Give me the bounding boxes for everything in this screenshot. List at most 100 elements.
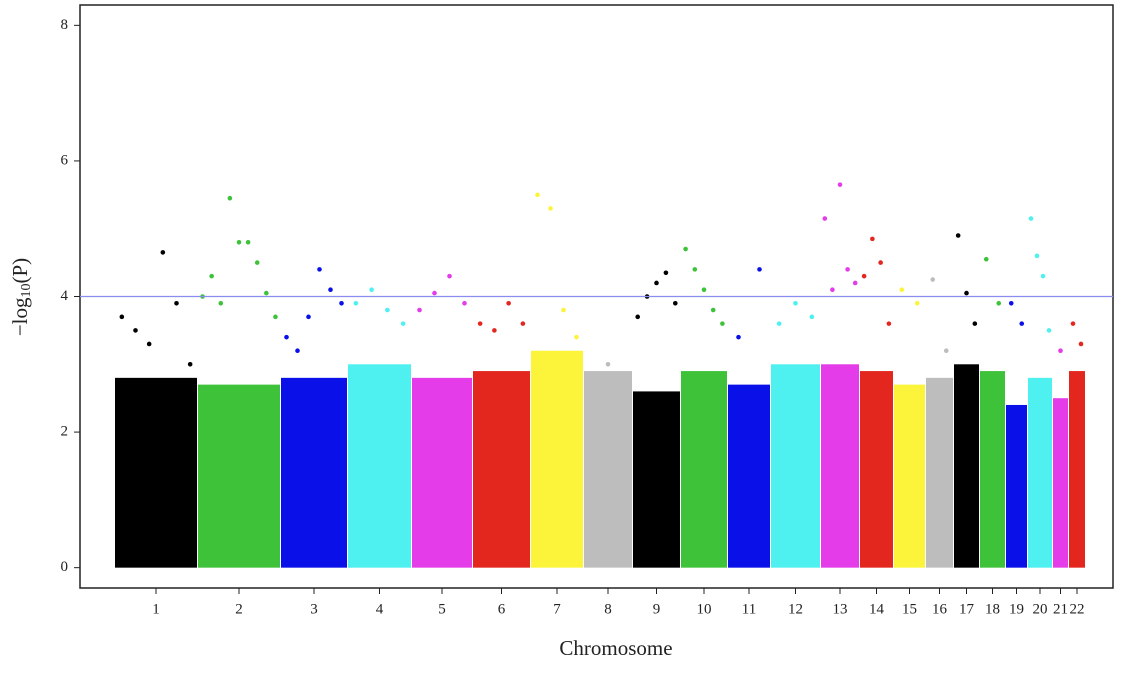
snp-point: [673, 300, 678, 306]
snp-point: [1078, 341, 1084, 347]
snp-point: [295, 348, 300, 354]
snp-point: [492, 328, 497, 333]
snp-point: [227, 195, 233, 201]
snp-point: [273, 314, 278, 320]
snp-point: [701, 287, 707, 293]
snp-point: [174, 300, 179, 306]
x-tick-label: 4: [376, 601, 384, 617]
x-tick-label: 11: [742, 601, 756, 617]
snp-point: [369, 287, 374, 293]
snp-point: [943, 348, 949, 354]
x-axis-title: Chromosome: [559, 636, 672, 660]
dense-region: [821, 364, 859, 568]
dense-region: [115, 377, 197, 568]
dense-region: [473, 371, 530, 568]
x-tick-label: 13: [833, 601, 848, 617]
snp-point: [914, 300, 920, 306]
snp-point: [119, 314, 125, 320]
snp-point: [328, 287, 333, 293]
snp-point: [284, 334, 289, 340]
x-tick-label: 20: [1033, 601, 1048, 617]
x-tick-label: 2: [235, 601, 243, 617]
snp-point: [477, 321, 483, 326]
x-tick-label: 22: [1070, 601, 1085, 617]
snp-point: [1034, 253, 1040, 259]
snp-point: [635, 314, 640, 320]
snp-point: [254, 260, 260, 265]
dense-region: [584, 371, 632, 568]
snp-point: [245, 239, 251, 245]
snp-point: [736, 334, 741, 340]
snp-point: [400, 321, 406, 326]
snp-point: [1070, 321, 1076, 326]
snp-point: [845, 267, 850, 272]
dense-region: [894, 384, 925, 568]
snp-point: [852, 280, 858, 286]
y-title-sub: 10: [19, 283, 34, 297]
dense-region: [1053, 398, 1068, 568]
snp-point: [1058, 348, 1063, 354]
x-tick-label: 19: [1009, 601, 1024, 617]
dense-region: [633, 391, 680, 568]
x-tick-label: 7: [553, 601, 561, 617]
y-tick-label: 4: [61, 288, 69, 304]
snp-point: [160, 250, 166, 255]
dense-region: [860, 371, 893, 568]
snp-point: [793, 300, 798, 306]
y-tick-label: 2: [61, 424, 69, 440]
snp-point: [1046, 328, 1052, 333]
dense-region: [681, 371, 727, 568]
snp-point: [432, 290, 437, 296]
y-tick-label: 6: [61, 152, 69, 168]
snp-point: [930, 277, 936, 282]
snp-point: [878, 260, 883, 265]
x-tick-label: 3: [310, 601, 318, 617]
dense-region: [198, 384, 280, 568]
snp-point: [1019, 321, 1025, 326]
y-axis-title: −log10(P): [8, 258, 34, 336]
x-tick-label: 9: [653, 601, 661, 617]
snp-point: [955, 233, 961, 238]
x-tick-label: 6: [498, 601, 506, 617]
snp-point: [861, 273, 867, 279]
snp-point: [339, 300, 344, 306]
snp-point: [1028, 216, 1034, 221]
x-tick-label: 10: [697, 601, 712, 617]
snp-point: [776, 321, 782, 326]
x-tick-label: 15: [902, 601, 917, 617]
y-tick-label: 0: [61, 559, 69, 575]
y-title-part: (P): [8, 258, 32, 284]
snp-point: [886, 321, 892, 326]
snp-point: [146, 341, 152, 347]
dense-region: [348, 364, 411, 568]
snp-point: [520, 321, 526, 326]
snp-point: [133, 328, 138, 333]
dense-region: [531, 350, 583, 568]
snp-point: [187, 361, 193, 367]
snp-point: [757, 267, 762, 272]
snp-point: [1008, 300, 1014, 306]
snp-point: [506, 300, 511, 306]
snp-point: [964, 290, 969, 296]
dense-region: [1006, 404, 1027, 568]
x-tick-label: 5: [438, 601, 446, 617]
dense-region: [728, 384, 770, 568]
snp-point: [236, 239, 242, 245]
snp-point: [1040, 273, 1046, 279]
dense-region: [281, 377, 347, 568]
snp-point: [983, 256, 989, 262]
snp-point: [692, 267, 698, 272]
snp-point: [306, 314, 311, 320]
snp-point: [605, 361, 611, 367]
x-tick-label: 16: [932, 601, 948, 617]
snp-point: [654, 280, 659, 286]
dense-region: [1069, 371, 1085, 568]
snp-point: [899, 287, 905, 293]
snp-point: [317, 267, 322, 272]
snp-point: [385, 307, 390, 313]
x-tick-label: 1: [152, 601, 160, 617]
snp-point: [870, 236, 875, 242]
snp-point: [548, 206, 553, 211]
dense-region: [954, 364, 979, 568]
snp-point: [462, 300, 467, 306]
